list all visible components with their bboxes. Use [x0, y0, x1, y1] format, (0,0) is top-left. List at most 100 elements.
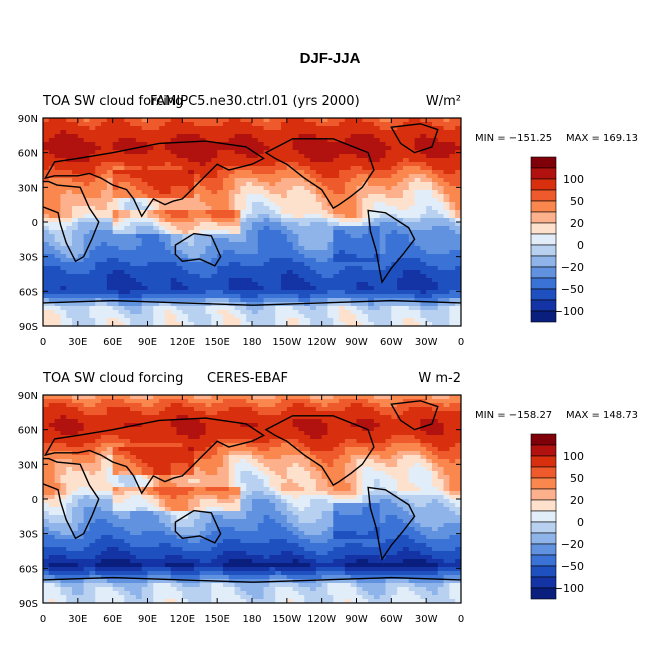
- field-cell: [298, 206, 305, 211]
- field-cell: [379, 282, 387, 287]
- field-cell: [188, 427, 195, 432]
- field-cell: [43, 146, 50, 151]
- field-cell: [193, 134, 201, 139]
- field-cell: [402, 210, 410, 215]
- field-cell: [263, 294, 270, 299]
- field-cell: [379, 266, 387, 271]
- field-cell: [339, 447, 346, 452]
- field-cell: [66, 210, 73, 215]
- field-cell: [397, 150, 404, 155]
- field-cell: [141, 134, 148, 139]
- field-cell: [344, 186, 352, 191]
- field-cell: [77, 455, 85, 460]
- field-cell: [344, 322, 352, 326]
- field-cell: [443, 266, 450, 271]
- field-cell: [188, 234, 195, 239]
- field-cell: [176, 403, 183, 408]
- field-cell: [257, 218, 265, 223]
- field-cell: [217, 134, 224, 139]
- field-cell: [443, 427, 450, 432]
- field-cell: [246, 443, 253, 448]
- field-cell: [402, 254, 410, 259]
- field-cell: [176, 435, 183, 440]
- field-cell: [54, 130, 61, 135]
- field-cell: [193, 447, 201, 452]
- field-cell: [112, 122, 119, 127]
- field-cell: [321, 250, 328, 255]
- field-cell: [43, 306, 50, 311]
- field-cell: [292, 118, 299, 123]
- field-cell: [147, 150, 154, 155]
- field-cell: [437, 403, 445, 408]
- field-cell: [310, 423, 317, 428]
- field-cell: [426, 182, 433, 187]
- field-cell: [141, 250, 148, 255]
- field-cell: [408, 194, 416, 199]
- field-cell: [188, 146, 195, 151]
- field-cell: [106, 138, 114, 143]
- field-cell: [443, 258, 450, 263]
- field-cell: [141, 431, 148, 436]
- field-cell: [228, 278, 236, 283]
- field-cell: [327, 455, 334, 460]
- field-cell: [188, 126, 195, 131]
- field-cell: [426, 138, 433, 143]
- field-cell: [333, 407, 340, 412]
- field-cell: [170, 214, 178, 219]
- field-cell: [385, 411, 392, 416]
- field-cell: [222, 138, 230, 143]
- field-cell: [281, 451, 288, 456]
- field-cell: [402, 194, 410, 199]
- field-cell: [159, 443, 166, 448]
- field-cell: [408, 230, 416, 235]
- field-cell: [327, 158, 334, 163]
- field-cell: [199, 435, 207, 440]
- field-cell: [333, 242, 340, 247]
- field-cell: [327, 282, 334, 287]
- field-cell: [101, 403, 108, 408]
- field-cell: [321, 246, 328, 251]
- field-cell: [275, 214, 282, 219]
- field-cell: [257, 238, 265, 243]
- field-cell: [199, 154, 207, 159]
- field-cell: [124, 118, 131, 123]
- field-cell: [252, 455, 259, 460]
- field-cell: [193, 274, 201, 279]
- field-cell: [373, 150, 381, 155]
- field-cell: [159, 162, 166, 167]
- field-cell: [391, 318, 398, 323]
- field-cell: [333, 451, 340, 456]
- field-cell: [130, 158, 137, 163]
- field-cell: [449, 306, 456, 311]
- field-cell: [188, 150, 195, 155]
- field-cell: [118, 170, 125, 175]
- field-cell: [420, 234, 427, 239]
- field-cell: [106, 130, 114, 135]
- field-cell: [54, 270, 61, 275]
- field-cell: [217, 222, 224, 227]
- field-cell: [83, 206, 90, 211]
- field-cell: [333, 166, 340, 171]
- field-cell: [339, 286, 346, 291]
- field-cell: [60, 322, 67, 326]
- field-cell: [402, 230, 410, 235]
- field-cell: [257, 182, 265, 187]
- field-cell: [362, 186, 369, 191]
- field-cell: [333, 306, 340, 311]
- field-cell: [321, 154, 328, 159]
- field-cell: [54, 226, 61, 231]
- field-cell: [101, 246, 108, 251]
- field-cell: [373, 134, 381, 139]
- field-cell: [205, 230, 212, 235]
- field-cell: [147, 142, 154, 147]
- field-cell: [321, 294, 328, 299]
- field-cell: [281, 262, 288, 267]
- field-cell: [246, 166, 253, 171]
- field-cell: [118, 431, 125, 436]
- field-cell: [321, 399, 328, 404]
- field-cell: [321, 222, 328, 227]
- field-cell: [205, 142, 212, 147]
- field-cell: [112, 278, 119, 283]
- field-cell: [431, 234, 439, 239]
- field-cell: [101, 415, 108, 420]
